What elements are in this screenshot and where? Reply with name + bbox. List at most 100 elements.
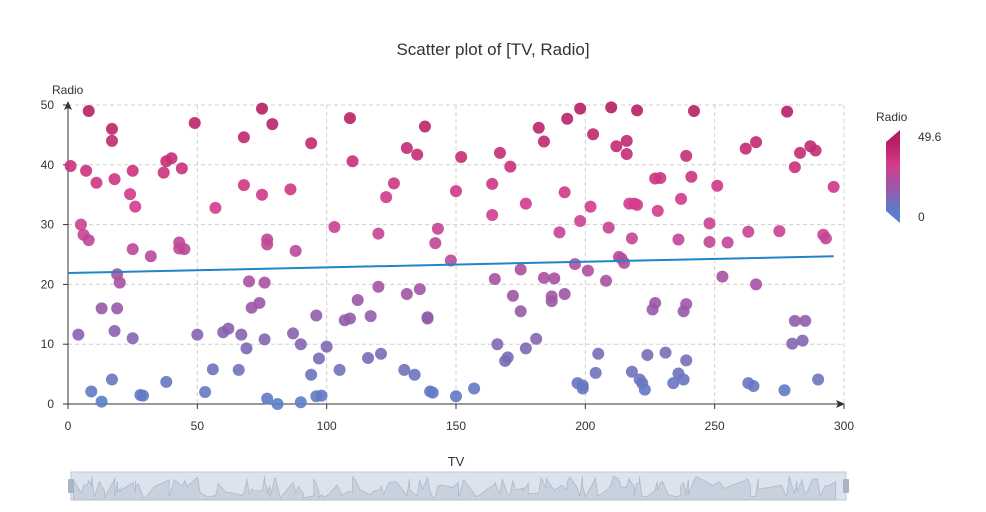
data-point xyxy=(315,389,328,402)
data-point xyxy=(675,192,688,205)
data-point xyxy=(188,116,201,129)
data-point xyxy=(90,176,103,189)
data-point xyxy=(794,146,807,159)
data-point xyxy=(514,263,527,276)
data-point xyxy=(455,151,468,164)
data-point xyxy=(576,382,589,395)
data-point xyxy=(80,164,93,177)
data-point xyxy=(429,237,442,250)
data-point xyxy=(95,302,108,315)
regression-line xyxy=(67,255,834,275)
data-point xyxy=(659,346,672,359)
data-point xyxy=(799,314,812,327)
data-point xyxy=(305,368,318,381)
data-point xyxy=(721,236,734,249)
data-point xyxy=(504,160,517,173)
data-point xyxy=(209,201,222,214)
data-point xyxy=(431,222,444,235)
data-point xyxy=(312,352,325,365)
y-tick-label: 30 xyxy=(41,218,55,232)
data-point xyxy=(620,134,633,147)
data-point xyxy=(545,290,558,303)
x-tick-label: 100 xyxy=(317,419,337,433)
data-point xyxy=(256,188,268,201)
data-point xyxy=(568,258,581,271)
colorbar-title: Radio xyxy=(876,110,908,124)
data-point xyxy=(175,162,188,175)
data-points xyxy=(64,101,840,410)
data-point xyxy=(654,171,667,184)
data-point xyxy=(786,337,799,350)
data-point xyxy=(258,276,271,289)
data-point xyxy=(561,112,574,125)
data-point xyxy=(450,185,462,198)
data-point xyxy=(199,386,212,399)
data-point xyxy=(261,238,274,251)
data-point xyxy=(488,273,501,286)
data-point xyxy=(703,217,716,230)
data-point xyxy=(602,221,615,234)
data-point xyxy=(747,380,760,393)
data-point xyxy=(343,312,356,325)
x-axis-arrow xyxy=(836,400,845,408)
data-point xyxy=(400,142,413,155)
data-point xyxy=(421,312,434,325)
data-point xyxy=(305,137,318,150)
data-point xyxy=(600,274,613,287)
visual-map-colorbar[interactable]: Radio 49.6 0 xyxy=(876,110,942,224)
data-point xyxy=(537,271,550,284)
data-point xyxy=(372,280,385,293)
x-tick-label: 50 xyxy=(191,419,205,433)
data-point xyxy=(362,351,375,364)
data-point xyxy=(108,325,121,338)
data-point xyxy=(351,293,364,306)
data-point xyxy=(819,232,832,245)
data-point xyxy=(450,390,462,403)
data-zoom-slider[interactable] xyxy=(68,471,849,501)
data-point xyxy=(408,368,421,381)
data-point xyxy=(680,298,693,311)
data-point xyxy=(742,225,755,238)
data-point xyxy=(253,296,266,309)
data-point xyxy=(126,332,139,345)
x-tick-label: 150 xyxy=(446,419,466,433)
data-point xyxy=(711,179,724,192)
data-point xyxy=(74,218,87,231)
data-point xyxy=(266,118,279,131)
data-point xyxy=(235,328,248,341)
data-point xyxy=(574,102,587,115)
data-point xyxy=(284,183,297,196)
data-point xyxy=(398,363,411,376)
data-point xyxy=(716,270,729,283)
data-point xyxy=(287,327,300,340)
data-point xyxy=(625,232,638,245)
x-tick-label: 0 xyxy=(65,419,72,433)
data-point xyxy=(113,276,126,289)
data-point xyxy=(625,365,638,378)
x-axis-label: TV xyxy=(448,454,465,469)
data-point xyxy=(258,333,271,346)
data-point xyxy=(680,149,693,162)
data-point xyxy=(364,310,377,323)
data-point xyxy=(105,134,118,147)
data-point xyxy=(289,244,302,257)
data-point xyxy=(486,177,499,190)
data-point xyxy=(343,112,356,125)
chart-title: Scatter plot of [TV, Radio] xyxy=(396,40,589,59)
data-point xyxy=(574,215,587,228)
data-point xyxy=(581,264,594,277)
y-tick-label: 40 xyxy=(41,158,55,172)
data-point xyxy=(667,377,680,390)
data-point xyxy=(553,226,566,239)
data-point xyxy=(631,198,644,211)
data-point xyxy=(82,234,95,247)
data-point xyxy=(491,338,504,351)
data-point xyxy=(380,191,393,204)
data-point xyxy=(750,278,763,291)
slider-data-shadow xyxy=(73,475,837,501)
slider-handle-right xyxy=(843,479,849,493)
grid-lines xyxy=(68,104,845,404)
data-point xyxy=(781,105,794,118)
data-point xyxy=(294,396,307,409)
data-point xyxy=(144,250,157,263)
